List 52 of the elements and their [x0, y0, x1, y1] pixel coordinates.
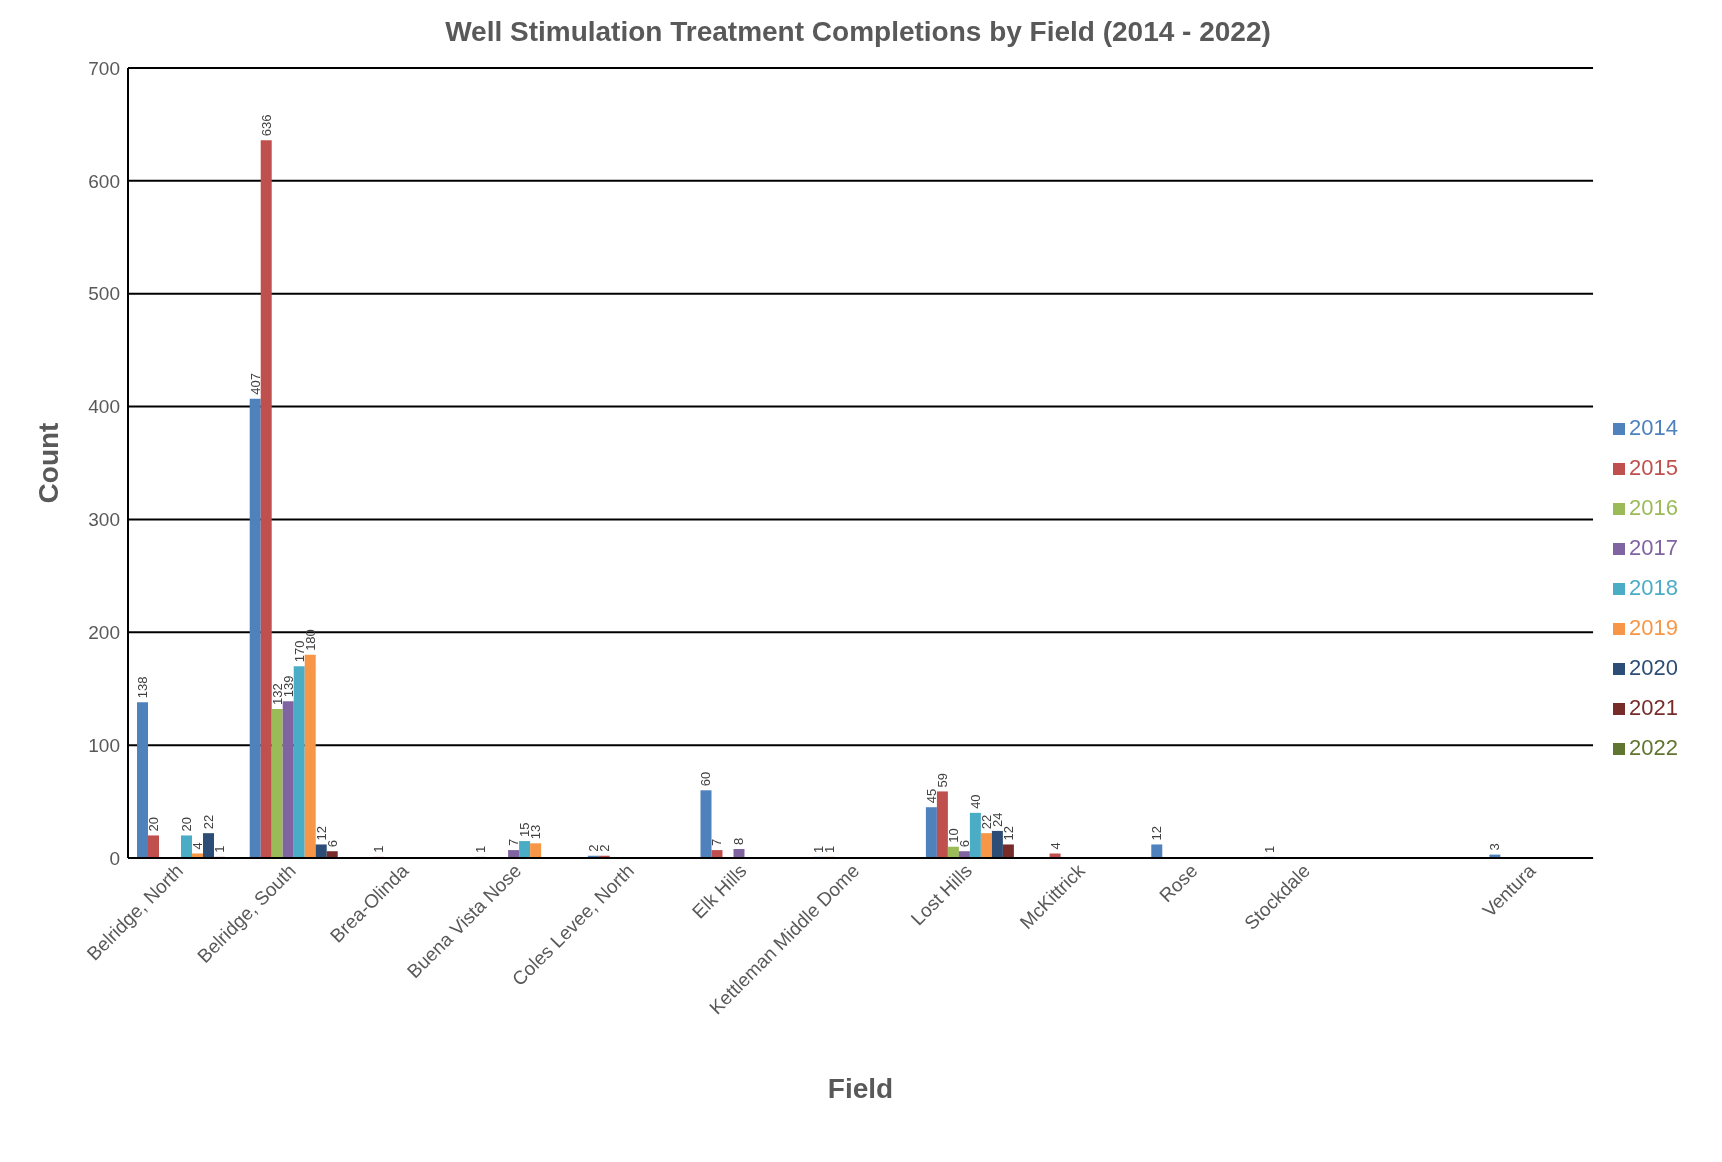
- data-label: 1: [822, 845, 838, 853]
- y-tick-label: 400: [88, 396, 120, 418]
- legend-label: 2016: [1629, 495, 1678, 520]
- data-label: 407: [247, 372, 263, 395]
- legend-label: 2021: [1629, 695, 1678, 720]
- data-label: 8: [731, 837, 747, 845]
- data-label: 13: [528, 824, 544, 840]
- data-label: 2: [585, 844, 601, 852]
- data-label: 7: [709, 838, 725, 847]
- data-label: 20: [146, 816, 162, 832]
- data-label: 138: [135, 676, 151, 699]
- data-label: 4: [190, 842, 206, 850]
- y-tick-label: 0: [109, 847, 120, 869]
- data-label: 1: [1261, 845, 1277, 853]
- data-label: 4: [1047, 842, 1063, 850]
- data-label: 3: [1487, 843, 1503, 851]
- legend-label: 2014: [1629, 415, 1678, 440]
- legend-label: 2020: [1629, 655, 1678, 680]
- x-axis-title: Field: [827, 1073, 894, 1104]
- data-label: 1: [473, 845, 489, 853]
- data-label: 22: [978, 814, 994, 830]
- data-label: 20: [179, 816, 195, 832]
- x-tick-label: Elk Hills: [688, 859, 751, 923]
- y-tick-label: 100: [88, 734, 120, 756]
- legend-label: 2015: [1629, 455, 1678, 480]
- data-label: 12: [1149, 825, 1165, 841]
- data-label: 132: [269, 683, 285, 706]
- y-tick-label: 700: [88, 57, 120, 79]
- y-tick-label: 500: [88, 283, 120, 305]
- data-label: 40: [967, 794, 983, 809]
- data-label: 636: [258, 114, 274, 137]
- data-label: 1: [212, 845, 228, 853]
- legend-label: 2022: [1629, 735, 1678, 760]
- legend-label: 2019: [1629, 615, 1678, 640]
- data-label: 60: [698, 771, 714, 787]
- y-tick-label: 300: [88, 509, 120, 531]
- y-tick-label: 200: [88, 622, 120, 644]
- data-label: 6: [324, 839, 340, 848]
- data-label: 10: [945, 828, 961, 843]
- x-tick-label: Lost Hills: [906, 859, 977, 930]
- y-axis-title: Count: [32, 422, 64, 504]
- legend-label: 2017: [1629, 535, 1678, 560]
- data-label: 59: [934, 772, 950, 788]
- y-tick-label: 600: [88, 170, 120, 192]
- data-label: 12: [313, 825, 329, 841]
- data-label: 170: [291, 640, 307, 663]
- data-label: 1: [371, 845, 387, 853]
- data-label: 22: [201, 814, 217, 830]
- legend-label: 2018: [1629, 575, 1678, 600]
- data-label: 45: [923, 788, 939, 804]
- data-label: 7: [506, 838, 522, 847]
- chart-title: Well Stimulation Treatment Completions by Field (2014 - 2022): [444, 16, 1272, 48]
